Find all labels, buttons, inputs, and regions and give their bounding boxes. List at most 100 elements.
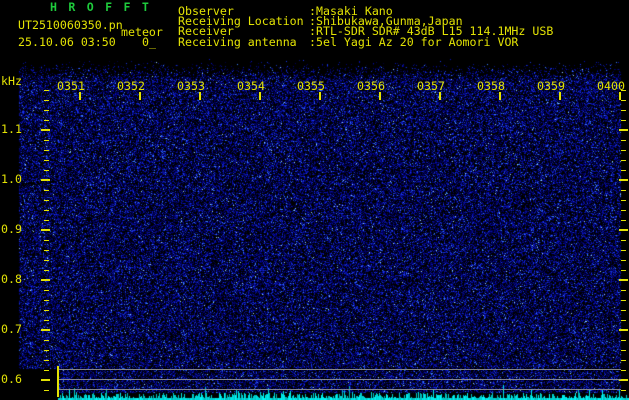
info-label: Observer [178,4,234,18]
app-title: HROFFT [50,0,161,14]
freq-minor-tick-mark [621,300,626,301]
time-tick-mark [79,92,81,100]
freq-minor-tick-mark [44,260,49,261]
freq-minor-tick-mark [621,90,626,91]
freq-minor-tick-mark [44,320,49,321]
time-tick-mark [379,92,381,100]
freq-minor-tick-mark [621,110,626,111]
freq-minor-tick-mark [621,190,626,191]
freq-minor-tick-mark [621,290,626,291]
echo-counter: 0_ [142,35,156,49]
time-tick-label: 0352 [117,79,145,93]
time-tick-mark [439,92,441,100]
freq-minor-tick-mark [44,90,49,91]
freq-minor-tick-mark [44,290,49,291]
freq-major-tick-mark [41,379,50,381]
freq-minor-tick-mark [621,160,626,161]
freq-minor-tick-mark [621,240,626,241]
info-value: :Shibukawa,Gunma,Japan [309,14,463,28]
freq-minor-tick-mark [621,200,626,201]
station-name: meteor [121,25,163,39]
freq-major-tick-mark [41,179,50,181]
time-tick-label: 0354 [237,79,265,93]
freq-minor-tick-mark [621,320,626,321]
freq-major-tick-mark [619,379,628,381]
freq-minor-tick-mark [44,240,49,241]
freq-minor-tick-mark [621,350,626,351]
freq-major-tick-mark [619,329,628,331]
freq-minor-tick-mark [44,160,49,161]
info-label: Receiving antenna [178,35,297,49]
freq-tick-label: 0.6 [1,372,22,386]
freq-minor-tick-mark [44,120,49,121]
freq-major-tick-mark [41,129,50,131]
freq-major-tick-mark [41,229,50,231]
time-tick-mark [139,92,141,100]
freq-tick-label: 1.1 [1,122,22,136]
freq-minor-tick-mark [44,250,49,251]
freq-minor-tick-mark [44,210,49,211]
freq-major-tick-mark [619,129,628,131]
freq-minor-tick-mark [621,270,626,271]
time-tick-label: 0400 [597,79,625,93]
freq-minor-tick-mark [621,260,626,261]
freq-minor-tick-mark [621,120,626,121]
freq-minor-tick-mark [621,310,626,311]
freq-tick-label: 0.7 [1,322,22,336]
freq-minor-tick-mark [621,360,626,361]
freq-minor-tick-mark [44,390,49,391]
freq-minor-tick-mark [44,270,49,271]
freq-major-tick-mark [619,279,628,281]
freq-axis-unit: kHz [1,74,22,88]
freq-minor-tick-mark [621,370,626,371]
time-tick-mark [559,92,561,100]
info-value: :5el Yagi Az 20 for Aomori VOR [309,35,519,49]
time-tick-label: 0353 [177,79,205,93]
time-tick-mark [499,92,501,100]
freq-minor-tick-mark [621,340,626,341]
time-tick-label: 0355 [297,79,325,93]
time-tick-mark [199,92,201,100]
time-tick-label: 0358 [477,79,505,93]
time-tick-label: 0356 [357,79,385,93]
freq-minor-tick-mark [44,370,49,371]
info-value: :Masaki Kano [309,4,393,18]
freq-minor-tick-mark [44,170,49,171]
freq-minor-tick-mark [44,150,49,151]
freq-major-tick-mark [619,179,628,181]
freq-minor-tick-mark [44,110,49,111]
header-info: Observer :Masaki Kano Receiving Location :S… [0,0,629,50]
freq-minor-tick-mark [621,210,626,211]
freq-major-tick-mark [41,279,50,281]
time-tick-label: 0359 [537,79,565,93]
freq-minor-tick-mark [44,140,49,141]
info-value: :RTL-SDR SDR# 43dB L15 114.1MHz USB [309,24,554,38]
freq-minor-tick-mark [44,220,49,221]
freq-minor-tick-mark [44,340,49,341]
level-line [58,379,621,380]
freq-tick-label: 1.0 [1,172,22,186]
freq-minor-tick-mark [621,390,626,391]
info-label: Receiving Location [178,14,304,28]
freq-minor-tick-mark [44,350,49,351]
freq-tick-label: 0.8 [1,272,22,286]
freq-minor-tick-mark [621,140,626,141]
freq-minor-tick-mark [44,310,49,311]
freq-major-tick-mark [41,329,50,331]
freq-minor-tick-mark [44,190,49,191]
time-tick-mark [319,92,321,100]
freq-minor-tick-mark [621,250,626,251]
freq-major-tick-mark [619,229,628,231]
freq-minor-tick-mark [621,100,626,101]
timestamp: 25.10.06 03:50 [18,35,116,49]
freq-minor-tick-mark [621,150,626,151]
level-line [58,369,621,370]
freq-minor-tick-mark [621,220,626,221]
time-tick-label: 0351 [57,79,85,93]
strip-left-border [57,366,59,397]
filename: UT2510060350.pn [18,18,123,32]
time-tick-mark [619,92,621,100]
